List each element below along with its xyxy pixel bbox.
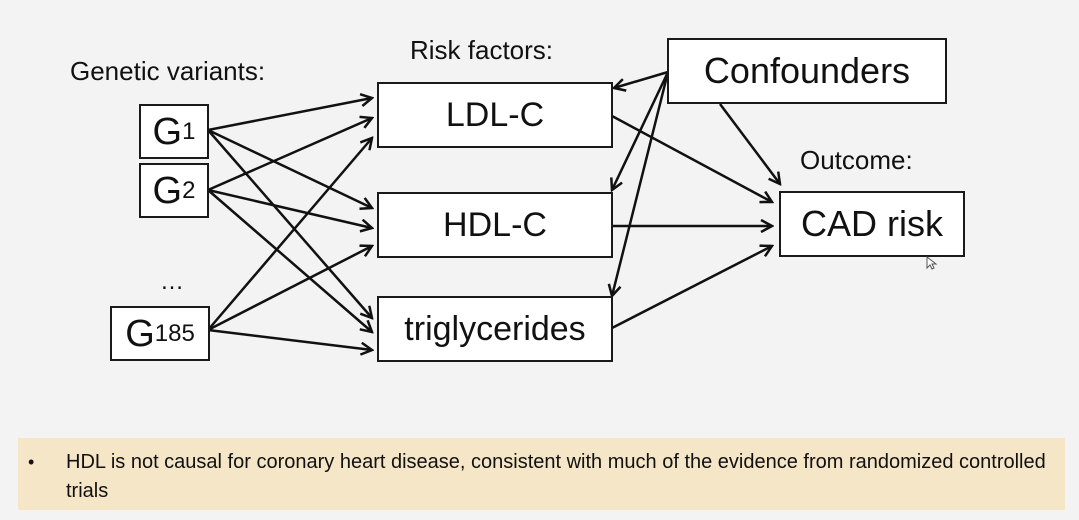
- node-g185: G 185: [110, 306, 210, 361]
- arrow-g1-ldl: [207, 98, 372, 132]
- arrow-tg-outcome: [611, 246, 772, 330]
- conclusion-note: • HDL is not causal for coronary heart d…: [18, 438, 1065, 510]
- genetic-variants-label: Genetic variants:: [70, 56, 266, 86]
- outcome-label: Outcome:: [800, 145, 913, 175]
- arrow-g185-hdl: [207, 246, 372, 332]
- conclusion-text: HDL is not causal for coronary heart dis…: [66, 451, 1046, 502]
- risk-factors-label: Risk factors:: [410, 35, 554, 65]
- arrow-conf-outcome: [719, 103, 780, 184]
- bullet-icon: •: [28, 452, 35, 472]
- arrow-conf-tg: [612, 71, 670, 296]
- mouse-pointer-icon: [926, 256, 938, 270]
- arrow-ldl-outcome: [611, 114, 772, 202]
- arrow-g185-tg: [207, 328, 372, 350]
- arrow-conf-ldl: [614, 70, 669, 88]
- arrow-g185-ldl: [207, 138, 372, 331]
- genetic-ellipsis: …: [160, 268, 184, 295]
- node-g1-base: G: [152, 110, 183, 153]
- arrow-g2-ldl: [207, 118, 372, 192]
- node-hdl-c: HDL-C: [377, 192, 613, 258]
- node-confounders: Confounders: [667, 38, 947, 104]
- node-g2-base: G: [152, 169, 183, 212]
- node-g185-base: G: [125, 312, 155, 355]
- arrow-g1-tg: [207, 129, 372, 318]
- node-cad-risk: CAD risk: [779, 191, 965, 257]
- arrow-g2-tg: [207, 189, 372, 332]
- arrow-g1-hdl: [207, 128, 372, 208]
- node-ldl-c: LDL-C: [377, 82, 613, 148]
- node-triglycerides: triglycerides: [377, 296, 613, 362]
- arrow-g2-hdl: [207, 188, 372, 228]
